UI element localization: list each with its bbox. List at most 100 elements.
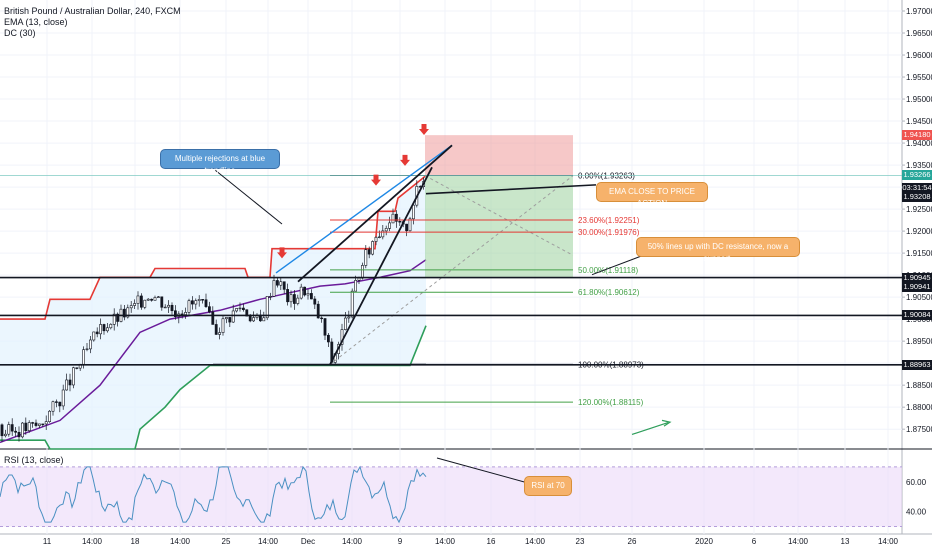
- price-tag: 1.88963: [902, 359, 932, 370]
- callout-ema-close[interactable]: EMA CLOSE TO PRICE ACTION: [596, 182, 708, 208]
- candle-body: [316, 303, 320, 319]
- price-tag: 03:31:54: [902, 182, 932, 193]
- candle-body: [89, 339, 92, 350]
- candle-body: [320, 317, 324, 320]
- candle-body: [279, 281, 283, 286]
- candle-body: [95, 331, 99, 335]
- time-tick-label: 14:00: [525, 537, 546, 546]
- candle-body: [27, 422, 31, 431]
- candle-body: [228, 317, 232, 323]
- candle-body: [354, 280, 358, 292]
- candle-body: [384, 228, 388, 232]
- candle-body: [14, 430, 18, 433]
- time-tick-label: 23: [576, 537, 585, 546]
- projection-dashed: [424, 175, 574, 256]
- price-tick-label: 1.88500: [906, 381, 932, 390]
- time-tick-label: 16: [487, 537, 496, 546]
- candle-body: [367, 249, 371, 255]
- price-tick-label: 1.94500: [906, 117, 932, 126]
- candle-body: [309, 293, 313, 300]
- price-tick-label: 1.95500: [906, 73, 932, 82]
- candle-body: [31, 422, 35, 424]
- candle-body: [48, 410, 52, 422]
- candle-body: [272, 280, 276, 297]
- candle-body: [136, 295, 140, 304]
- candle-body: [140, 295, 143, 308]
- candle-body: [184, 312, 188, 315]
- fib-level-label: 0.00%(1.93263): [578, 172, 635, 181]
- time-tick-label: 14:00: [878, 537, 899, 546]
- candle-body: [282, 281, 286, 290]
- rsi-tick-label: 60.00: [906, 478, 927, 487]
- candle-body: [231, 310, 235, 323]
- candle-body: [24, 422, 28, 431]
- fib-level-label: 50.00%(1.91118): [578, 266, 639, 275]
- candle-body: [374, 237, 378, 242]
- time-tick-label: 2020: [695, 537, 713, 546]
- price-tag: 1.93266: [902, 170, 932, 181]
- candle-body: [82, 349, 86, 365]
- projection-arrow-head: [661, 419, 672, 427]
- price-tick-label: 1.88000: [906, 403, 932, 412]
- price-tag: 1.90084: [902, 310, 932, 321]
- candle-body: [211, 311, 215, 325]
- candle-body: [99, 324, 103, 335]
- candle-body: [150, 298, 154, 301]
- wedge-lower-trendline: [329, 166, 433, 365]
- candle-body: [167, 304, 171, 308]
- candle-body: [153, 297, 157, 301]
- candle-body: [58, 401, 62, 407]
- fib-level-label: 30.00%(1.91976): [578, 228, 640, 237]
- price-tick-label: 1.95000: [906, 95, 932, 104]
- callout-rsi[interactable]: RSI at 70: [524, 476, 572, 496]
- candle-body: [238, 307, 242, 310]
- ema-legend: EMA (13, close): [4, 17, 68, 27]
- candle-body: [411, 204, 415, 220]
- dc-legend: DC (30): [4, 28, 36, 38]
- sell-arrow: [277, 247, 287, 259]
- price-tag: 1.93208: [902, 191, 932, 202]
- candle-body: [391, 213, 395, 224]
- candle-body: [160, 296, 164, 308]
- candle-body: [68, 379, 72, 386]
- candle-body: [65, 379, 69, 391]
- candle-body: [326, 334, 330, 343]
- candle-body: [405, 223, 409, 232]
- candle-body: [269, 295, 273, 298]
- callout-dc-support[interactable]: 50% lines up with DC resistance, now a s…: [636, 237, 800, 263]
- candle-body: [106, 327, 109, 332]
- time-tick-label: 26: [628, 537, 637, 546]
- candle-body: [350, 290, 354, 318]
- candle-body: [381, 230, 385, 238]
- rsi-line: [0, 465, 427, 524]
- candle-body: [340, 329, 344, 345]
- time-tick-label: 9: [398, 537, 403, 546]
- time-tick-label: 14:00: [170, 537, 191, 546]
- price-tick-label: 1.91500: [906, 249, 932, 258]
- price-tick-label: 1.92000: [906, 227, 932, 236]
- price-tick-label: 1.97000: [906, 7, 932, 16]
- callout-trendline-rejections[interactable]: Multiple rejections at blue trendline: [160, 149, 280, 175]
- trendline-callout-pointer: [214, 169, 283, 225]
- candle-body: [157, 296, 160, 298]
- candle-body: [398, 221, 402, 223]
- candle-body: [204, 299, 208, 307]
- candle-body: [357, 277, 361, 281]
- candle-body: [248, 315, 252, 322]
- candle-body: [61, 389, 65, 407]
- candle-body: [286, 289, 290, 303]
- candle-body: [85, 348, 89, 350]
- candle-body: [51, 401, 55, 412]
- candle-body: [116, 313, 120, 322]
- candle-body: [0, 424, 4, 437]
- candle-body: [275, 280, 279, 286]
- candle-body: [364, 249, 368, 266]
- candle-body: [54, 401, 58, 403]
- stop-loss-zone: [425, 135, 573, 176]
- candle-body: [4, 433, 7, 437]
- sell-arrow: [371, 174, 381, 186]
- candle-body: [323, 318, 327, 336]
- candle-body: [17, 431, 21, 438]
- sell-arrow: [400, 154, 410, 166]
